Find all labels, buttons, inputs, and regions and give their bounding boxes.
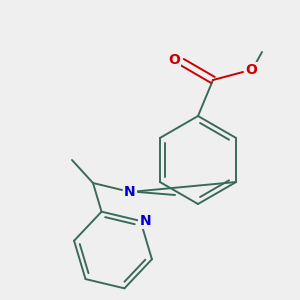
Text: O: O — [245, 63, 257, 77]
Text: N: N — [124, 185, 136, 199]
Text: O: O — [168, 53, 180, 67]
Text: N: N — [140, 214, 151, 228]
